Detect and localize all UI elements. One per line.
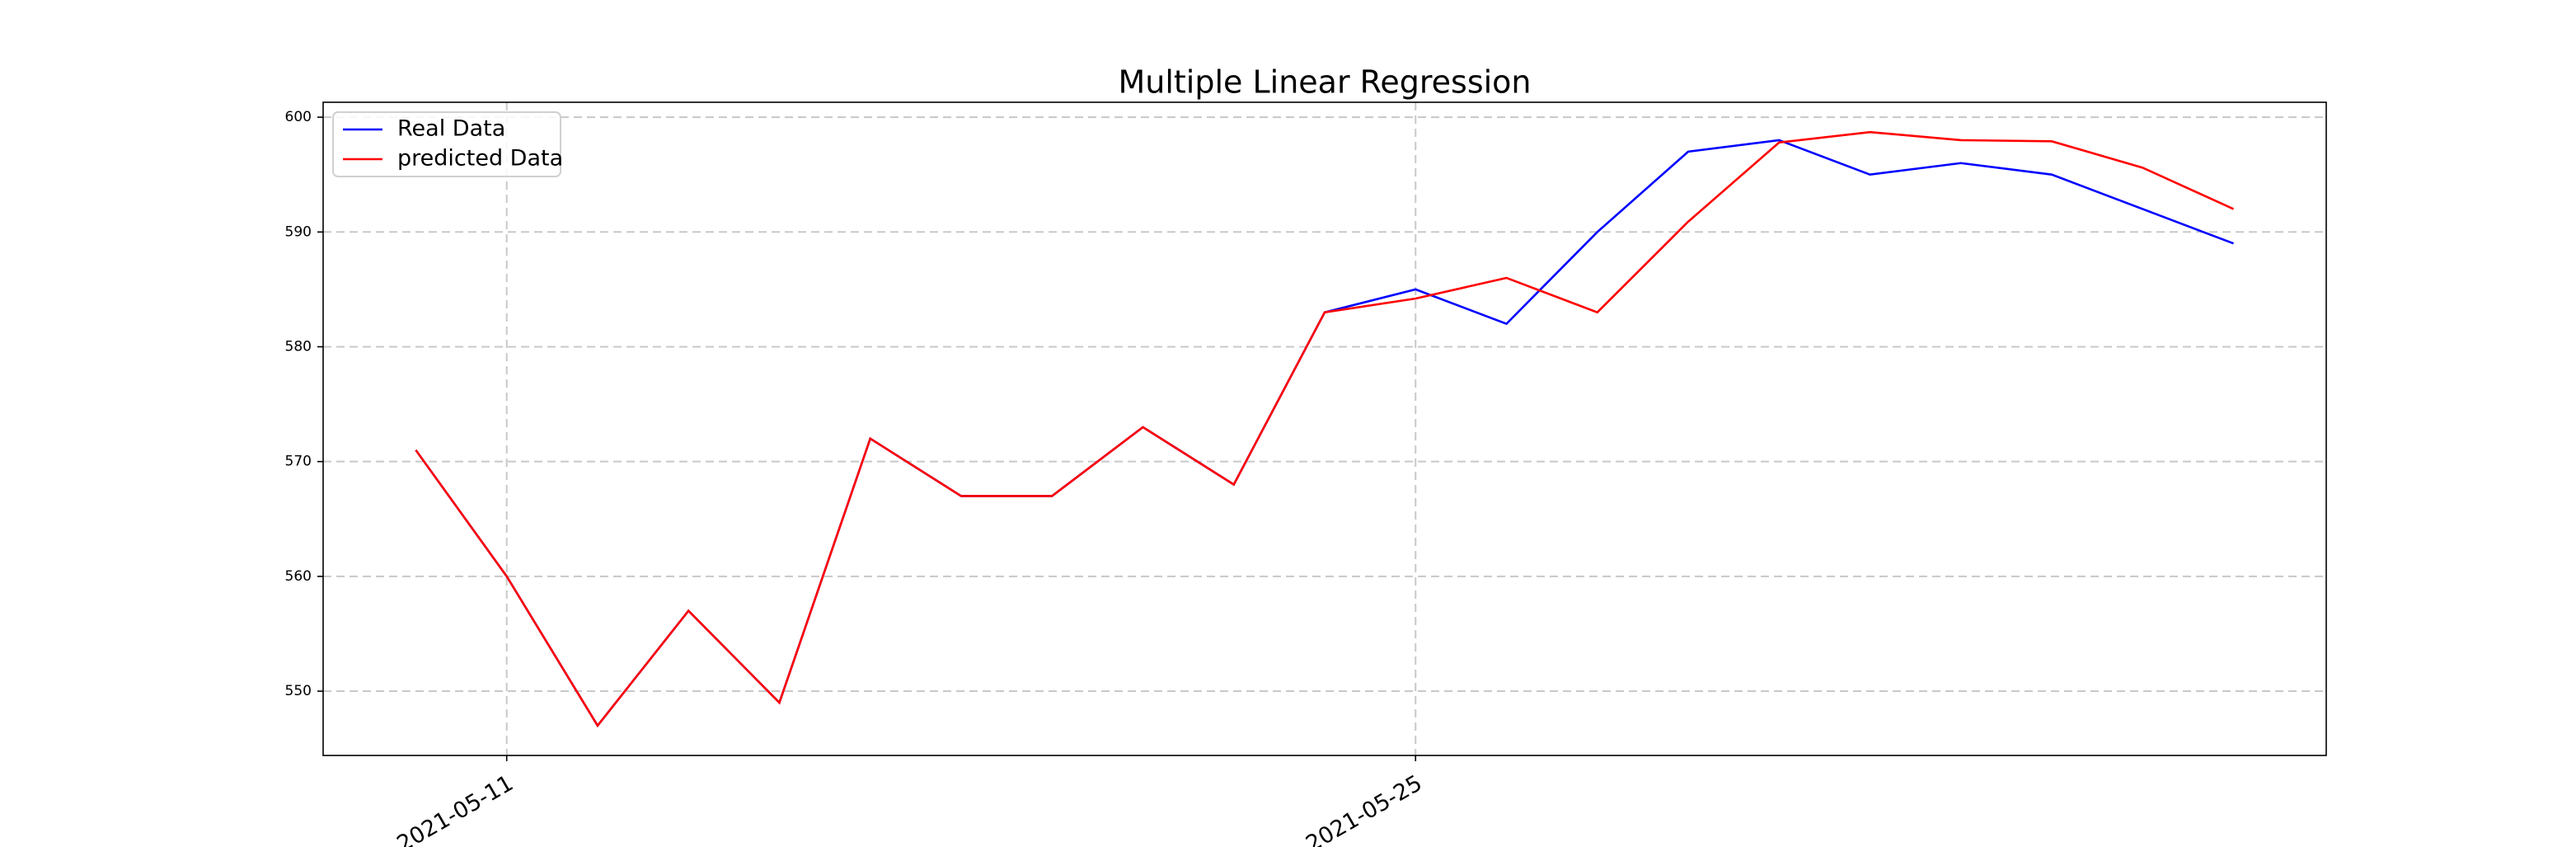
legend-label: predicted Data (397, 146, 563, 172)
x-tick-label: 2021-05-25 (1302, 770, 1426, 847)
plot-frame (322, 101, 2327, 756)
y-tick-label: 600 (285, 109, 312, 125)
y-tick-label: 550 (285, 683, 312, 699)
legend-label: Real Data (397, 116, 505, 142)
data-line (415, 139, 2235, 728)
y-tick-label: 580 (285, 338, 312, 355)
legend-box (332, 111, 561, 177)
y-tick-label: 570 (285, 454, 312, 470)
chart-title: Multiple Linear Regression (1118, 64, 1531, 101)
y-tick-label: 590 (285, 224, 312, 240)
data-line (415, 130, 2235, 728)
y-tick-label: 560 (285, 568, 312, 585)
x-tick-label: 2021-05-11 (393, 770, 518, 847)
